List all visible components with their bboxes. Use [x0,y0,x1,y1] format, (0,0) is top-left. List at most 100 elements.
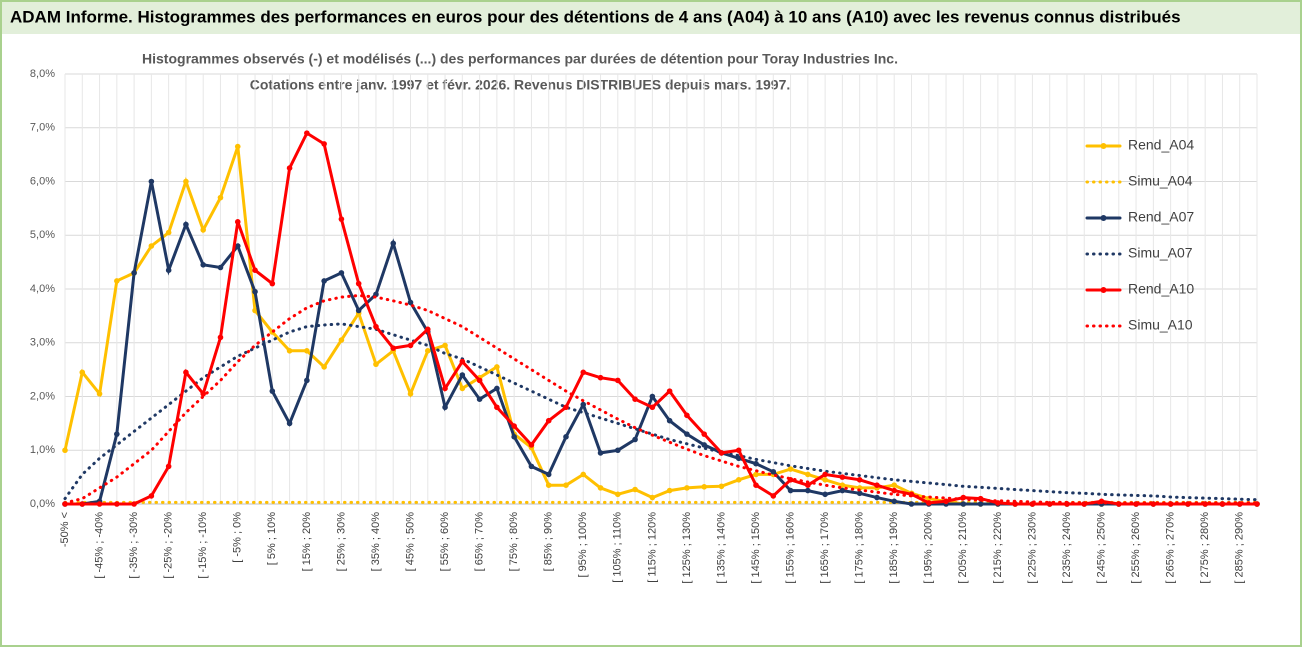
x-tick-label: [ 235% ; 240% [1061,512,1073,584]
marker [615,377,621,384]
marker [131,270,137,276]
marker [597,485,604,491]
marker [442,385,448,392]
marker [856,477,863,483]
marker [114,501,120,507]
x-tick-label: [ 5% ; 10% [266,512,278,565]
y-tick-label: 8,0% [30,68,55,80]
marker [114,278,120,284]
marker [580,369,587,376]
x-tick-label: [ 105% ; 110% [612,512,624,583]
marker [891,487,898,494]
x-tick-label: [ 185% ; 190% [888,512,900,584]
marker [649,404,656,411]
marker [563,434,569,440]
marker [217,334,224,341]
marker [148,243,155,249]
model-line [63,293,1259,505]
marker [442,342,448,349]
x-tick-label: [ 195% ; 200% [923,512,935,584]
marker [96,501,103,507]
marker [269,280,276,287]
x-tick-label: [ 275% ; 280% [1199,512,1211,584]
legend-label: Rend_A10 [1128,281,1194,297]
marker [735,455,742,462]
marker [718,450,725,456]
model-line [63,322,1259,502]
marker [494,404,500,411]
marker [459,385,466,392]
marker [338,270,345,276]
marker [373,323,379,330]
marker [908,501,915,507]
marker [597,374,604,381]
x-tick-label: [ 165% ; 170% [819,512,831,584]
marker [822,491,828,498]
marker [615,491,621,498]
marker [459,358,466,365]
chart-subtitle: Cotations entre janv. 1997 et févr. 2026… [250,77,791,93]
marker [649,494,656,501]
marker [597,450,604,456]
marker [580,401,587,408]
x-tick-label: [ 85% ; 90% [543,512,555,572]
marker [494,364,500,370]
y-tick-label: 5,0% [30,229,55,241]
marker [805,471,811,478]
marker [632,436,638,443]
marker [649,393,656,400]
marker [528,442,535,448]
marker [701,442,707,448]
marker [701,484,707,490]
marker [925,500,932,506]
marker [753,482,759,488]
marker [822,471,828,478]
x-tick-label: [ 285% ; 290% [1234,512,1246,584]
marker [200,227,207,233]
marker [666,417,673,424]
marker [580,471,587,478]
marker [373,361,379,368]
x-tick-label: [ -35% ; -30% [128,512,140,579]
marker [286,420,293,427]
marker [563,404,569,411]
marker [684,431,690,437]
marker [545,471,552,478]
marker [874,482,880,488]
marker [528,463,535,470]
marker [511,423,517,429]
legend-label: Rend_A07 [1128,209,1194,225]
marker [234,143,241,150]
marker [666,388,673,394]
marker [390,345,397,351]
chart-title: Histogrammes observés (-) et modélisés (… [142,51,898,67]
marker [805,487,811,494]
marker [338,216,345,222]
marker [148,178,155,185]
y-tick-label: 7,0% [30,122,55,134]
x-tick-label: [ -5% ; 0% [232,512,244,563]
marker [200,391,207,397]
x-tick-label: [ 65% ; 70% [474,512,486,572]
x-tick-label: -50% < [59,512,71,547]
marker [545,417,552,424]
marker [960,501,967,507]
x-tick-label: [ 135% ; 140% [715,512,727,584]
marker [805,482,811,488]
marker [787,487,794,494]
y-tick-label: 1,0% [30,444,55,456]
marker [286,348,293,354]
legend-marker [1100,287,1107,293]
marker [684,412,690,419]
x-tick-label: [ 245% ; 250% [1095,512,1107,584]
marker [165,229,172,236]
marker [563,482,569,488]
marker [442,404,448,411]
header-bar [2,2,1300,34]
marker [615,447,621,454]
marker [304,348,310,354]
legend-label: Rend_A04 [1128,137,1194,153]
marker [131,501,137,507]
marker [304,130,310,136]
marker [234,243,241,249]
